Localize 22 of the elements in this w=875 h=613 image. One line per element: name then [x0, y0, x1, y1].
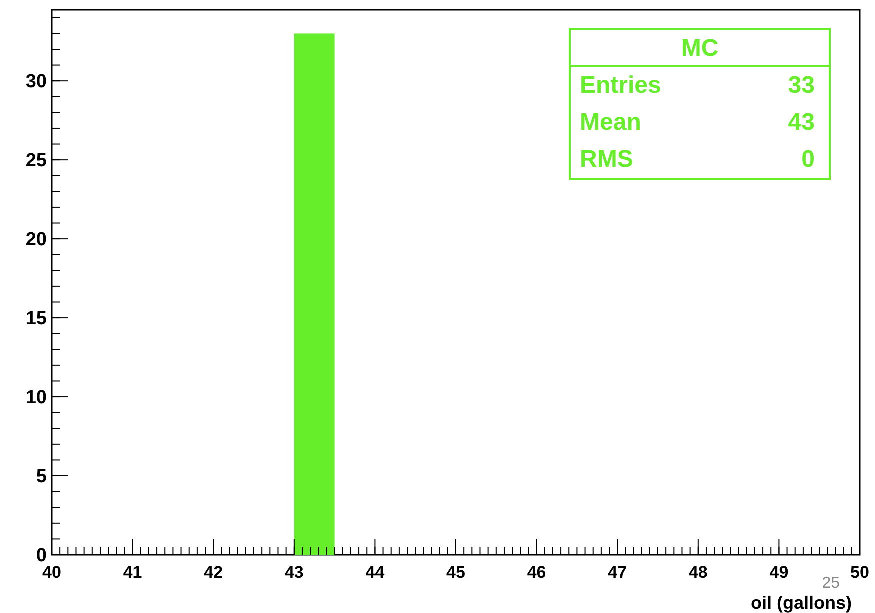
- x-tick-label: 48: [688, 563, 708, 582]
- y-tick-label: 20: [26, 230, 47, 251]
- x-tick-label: 42: [204, 563, 224, 582]
- x-tick-label: 50: [850, 563, 870, 582]
- y-tick-label: 5: [36, 466, 48, 488]
- text: RMS 0: [580, 146, 815, 173]
- y-tick-label: 30: [26, 72, 47, 93]
- text: 25: [822, 575, 840, 592]
- text: Mean 43: [580, 109, 815, 136]
- annotation: MC: [681, 35, 719, 62]
- x-axis-title: oil (gallons): [751, 593, 852, 613]
- x-tick-label: 49: [770, 563, 789, 582]
- y-tick-label: 10: [26, 388, 47, 409]
- x-tick-label: 44: [366, 563, 386, 582]
- x-tick-label: 45: [446, 563, 466, 582]
- x-tick-label: 41: [123, 563, 142, 582]
- text: Entries 33: [580, 72, 815, 99]
- x-tick-label: 47: [608, 563, 628, 582]
- y-tick-label: 15: [26, 308, 48, 330]
- x-tick-label: 43: [284, 563, 304, 582]
- x-tick-label: 46: [527, 563, 546, 582]
- y-tick-label: 25: [26, 150, 48, 172]
